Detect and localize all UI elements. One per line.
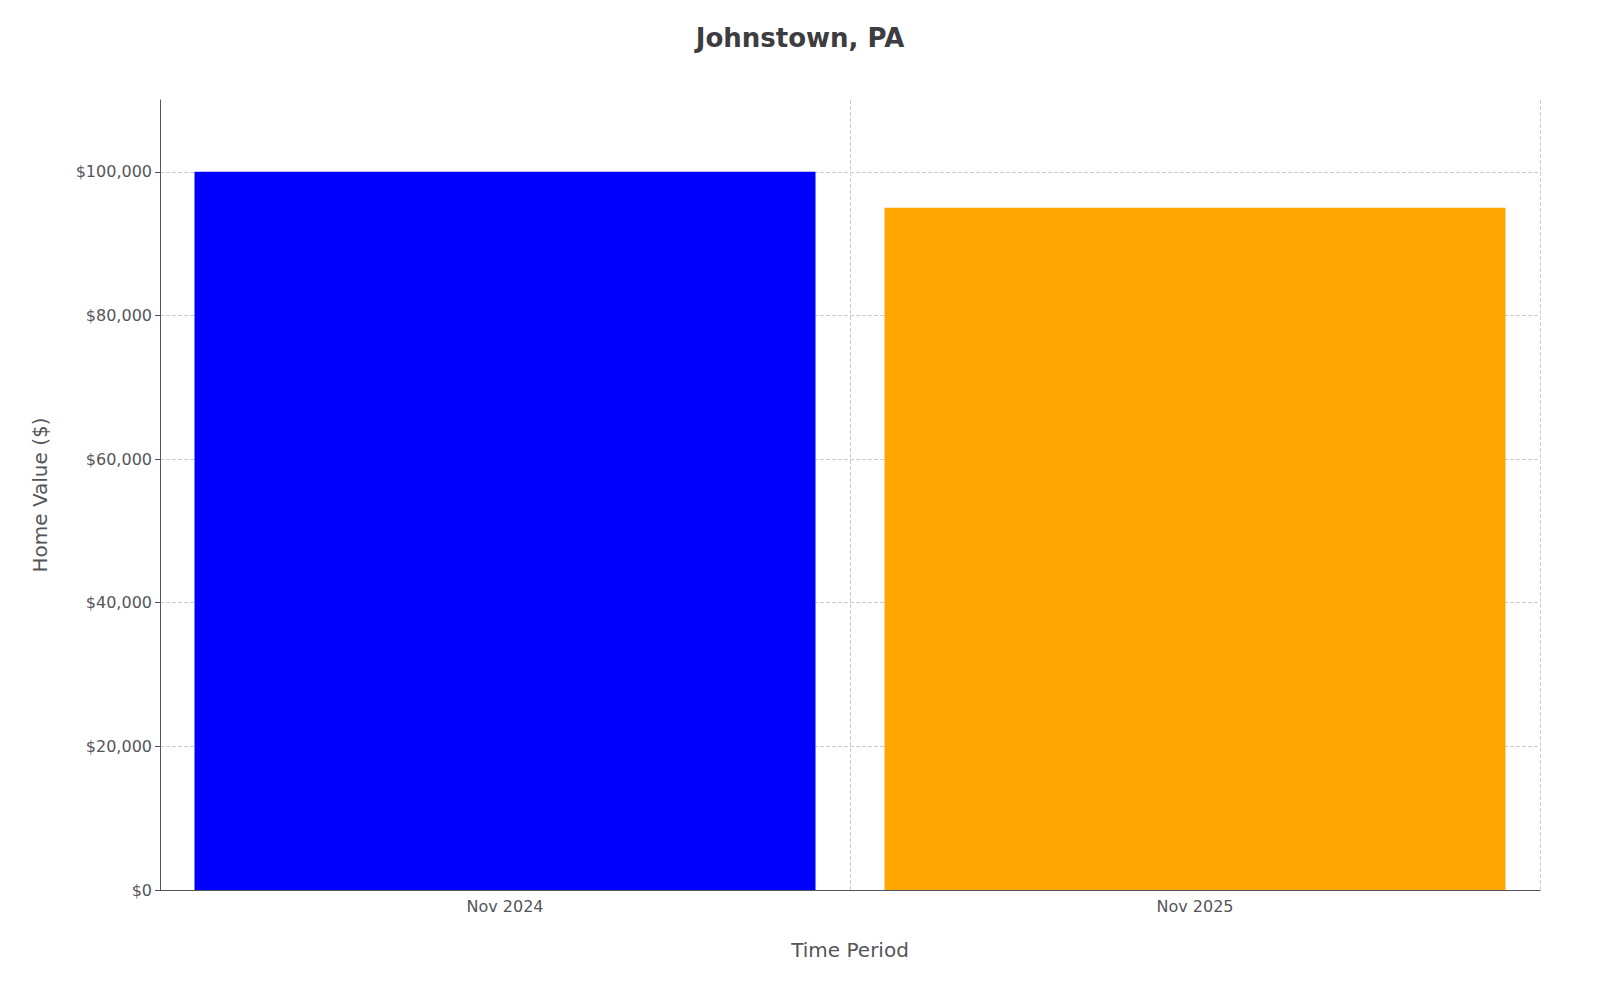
svg-text:Nov 2024: Nov 2024 [466,897,543,916]
svg-text:$0: $0 [132,881,152,900]
svg-text:Johnstown, PA: Johnstown, PA [694,23,905,53]
svg-text:$60,000: $60,000 [86,450,152,469]
svg-text:Home Value ($): Home Value ($) [28,417,52,572]
svg-text:$80,000: $80,000 [86,306,152,325]
svg-text:$40,000: $40,000 [86,593,152,612]
svg-text:Time Period: Time Period [790,938,909,962]
svg-text:$20,000: $20,000 [86,737,152,756]
svg-text:Nov 2025: Nov 2025 [1156,897,1233,916]
svg-text:$100,000: $100,000 [76,162,152,181]
